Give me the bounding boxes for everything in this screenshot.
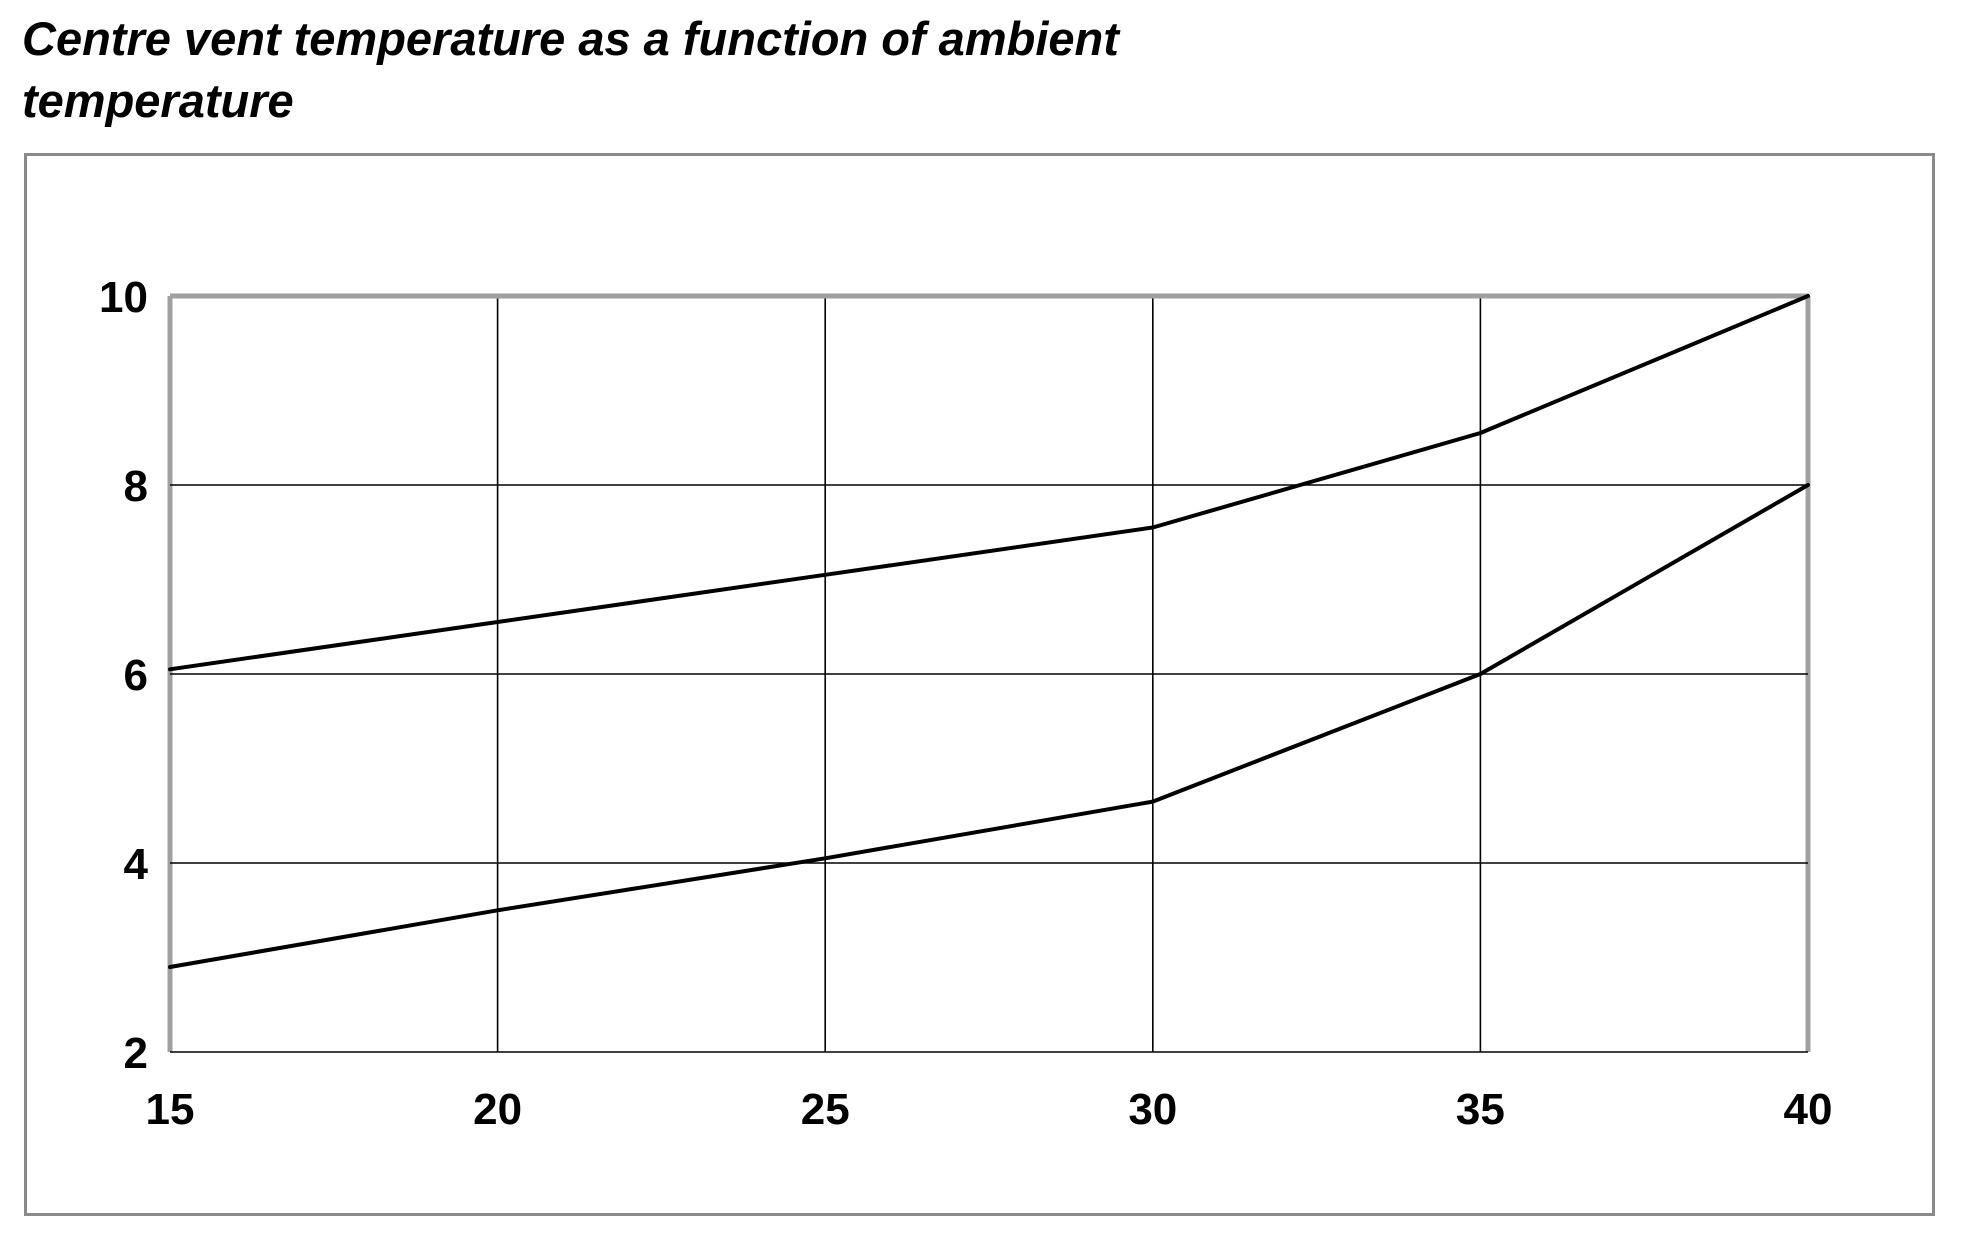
y-tick-label: 2 [124, 1029, 148, 1078]
x-tick-label: 30 [1128, 1085, 1177, 1134]
y-tick-label: 8 [124, 462, 148, 511]
y-tick-label: 6 [124, 651, 148, 700]
y-axis-labels: 10 8 6 4 2 [99, 273, 148, 1078]
series-line-1 [168, 294, 1810, 672]
chart-title: Centre vent temperature as a function of… [22, 12, 1119, 127]
x-tick-label: 25 [801, 1085, 850, 1134]
chart-frame [24, 153, 1935, 1216]
x-tick-label: 40 [1784, 1085, 1833, 1134]
series-line-2 [168, 483, 1810, 969]
y-tick-label: 4 [124, 840, 149, 889]
series-lines [168, 294, 1810, 969]
x-tick-label: 20 [473, 1085, 522, 1134]
x-tick-label: 15 [146, 1085, 195, 1134]
y-tick-label: 10 [99, 273, 148, 322]
grid-lines [167, 293, 1811, 1053]
x-tick-label: 35 [1456, 1085, 1505, 1134]
x-axis-labels: 15 20 25 30 35 40 [146, 1085, 1833, 1134]
